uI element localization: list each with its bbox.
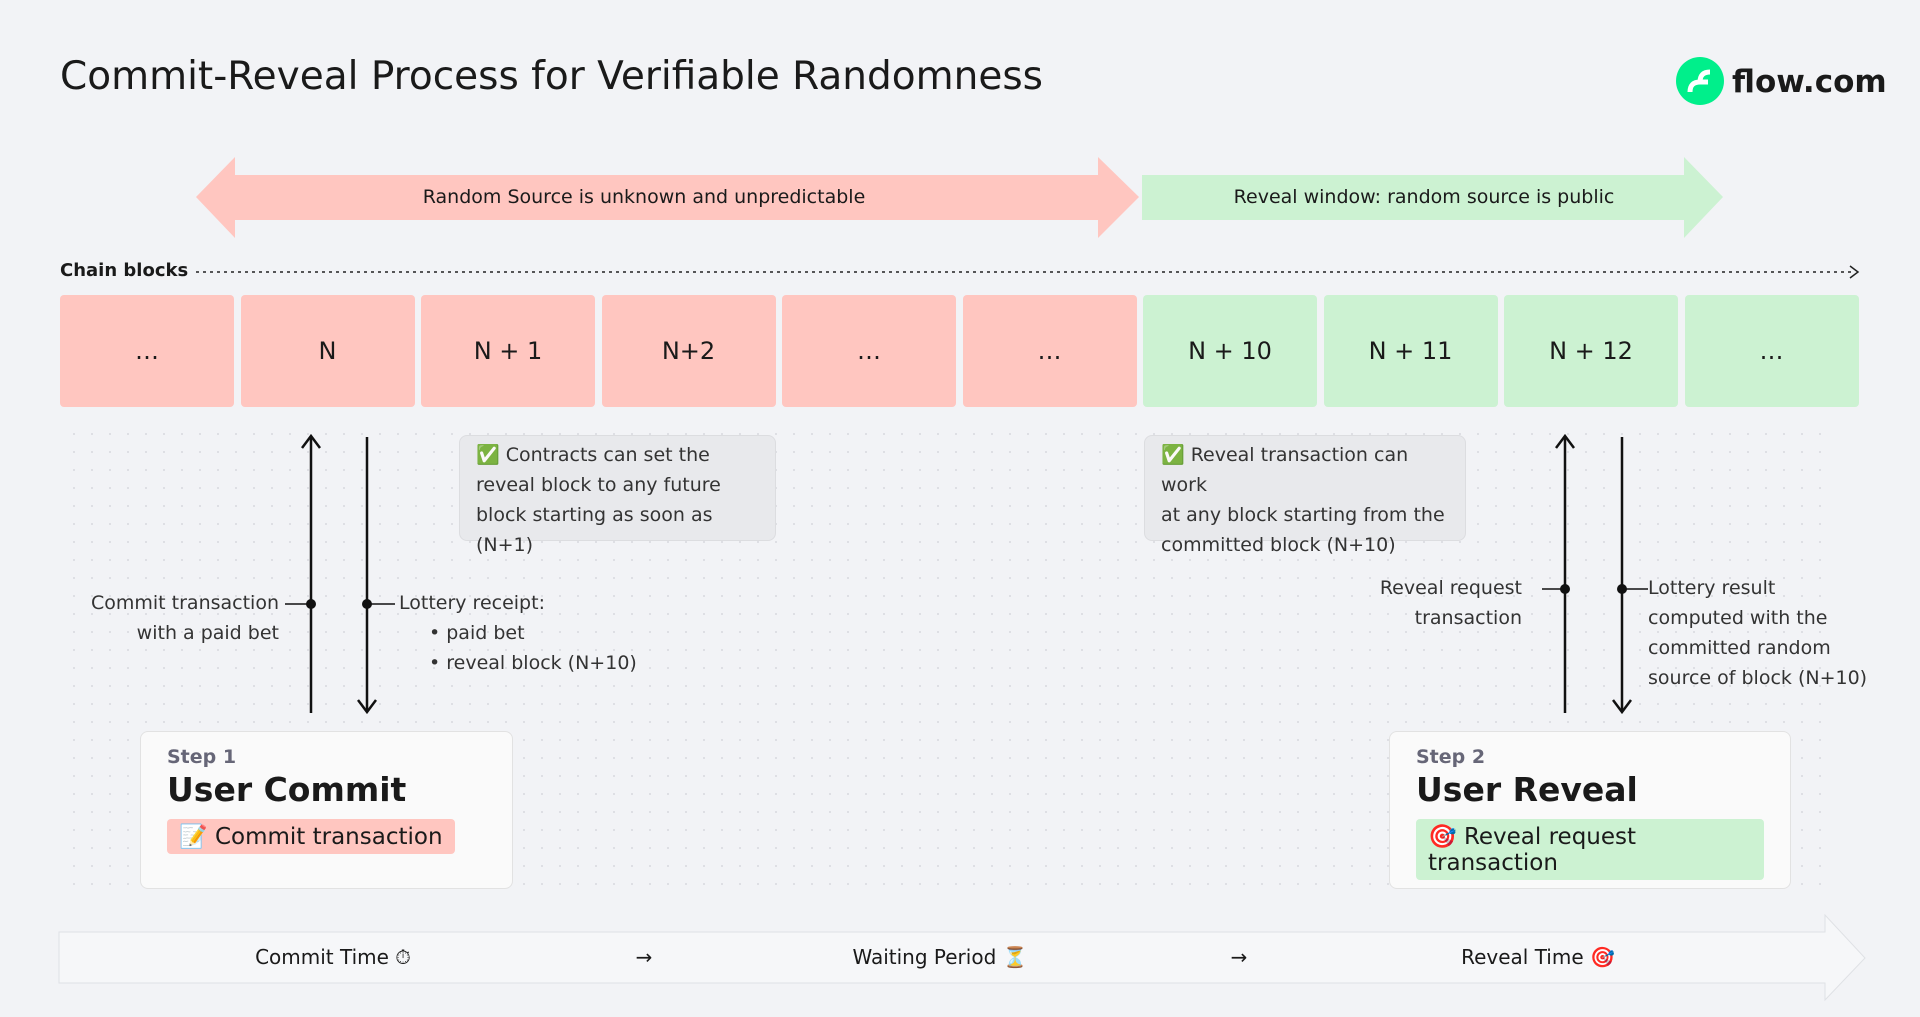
- chain-block: …: [60, 295, 234, 407]
- note-line: at any block starting from the: [1161, 504, 1445, 526]
- timeline-arrow: [58, 913, 1866, 1002]
- flow-arrows: [285, 433, 1648, 715]
- chain-block: N + 1: [421, 295, 595, 407]
- result-label: Lottery result computed with the committed…: [1648, 577, 1868, 689]
- chain-block: N+2: [601, 295, 776, 407]
- note-line: ✅ Reveal transaction can work: [1161, 444, 1409, 496]
- timeline-arrow-text: →: [1230, 945, 1248, 969]
- chain-block: N + 12: [1504, 295, 1678, 407]
- step-card: Step 2 User Reveal 🎯 Reveal request transa…: [1389, 731, 1791, 889]
- phase-label: Reveal window: random source is public: [1233, 186, 1615, 208]
- title: Commit-Reveal Process for Verifiable Ran…: [60, 54, 1043, 99]
- phase-arrow-green: [1142, 157, 1723, 238]
- note: ✅ Reveal transaction can work at any bloc…: [1144, 435, 1466, 556]
- chain-block: N + 10: [1143, 295, 1317, 407]
- chain-block: …: [782, 295, 956, 407]
- chain-block: …: [1684, 295, 1859, 407]
- timeline-label: Reveal Time 🎯: [1461, 945, 1615, 969]
- chain-block: …: [962, 295, 1137, 407]
- note: ✅ Contracts can set the reveal block to a…: [459, 435, 776, 556]
- timeline-arrow-text: →: [635, 945, 653, 969]
- note-line: block starting as soon as (N+1): [476, 504, 713, 556]
- step-card: Step 1 User Commit 📝 Commit transaction: [140, 731, 513, 889]
- logo-text: flow.com: [1732, 64, 1887, 100]
- note-line: committed block (N+10): [1161, 534, 1396, 556]
- receipt-label: Lottery receipt: • paid bet • reveal bloc…: [399, 592, 637, 674]
- chain-block: N: [240, 295, 415, 407]
- chain-block: N + 11: [1323, 295, 1498, 407]
- phase-arrow-red: [196, 157, 1139, 238]
- reveal-label: Reveal request transaction: [1379, 577, 1522, 629]
- note-line: reveal block to any future: [476, 474, 721, 496]
- chain-label: Chain blocks: [60, 260, 189, 281]
- commit-label: Commit transaction with a paid bet: [90, 592, 279, 644]
- timeline-label: Commit Time ⏱: [255, 945, 411, 969]
- timeline-label: Waiting Period ⏳: [852, 945, 1028, 969]
- note-line: ✅ Contracts can set the: [476, 444, 710, 466]
- phase-label: Random Source is unknown and unpredictab…: [422, 186, 866, 208]
